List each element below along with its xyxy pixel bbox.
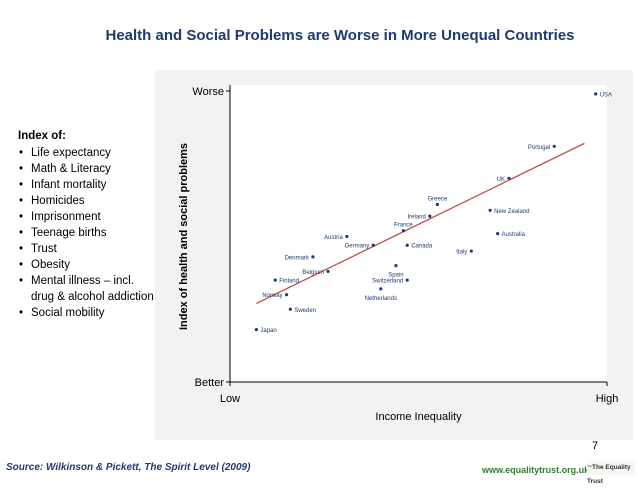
x-tick-label: Low: [220, 393, 240, 405]
index-item: Homicides: [18, 193, 158, 209]
point-label: New Zealand: [494, 209, 529, 215]
data-point-denmark: [311, 255, 315, 259]
chart-panel: Worse Better Low High Income Inequality Index…: [155, 70, 633, 440]
index-items: Life expectancy Math & Literacy Infant m…: [18, 145, 158, 321]
data-point-switzerland: [405, 278, 409, 282]
data-point-finland: [273, 278, 277, 282]
point-label: Belgium: [302, 270, 324, 276]
data-point-greece: [435, 202, 439, 207]
equality-trust-logo: ™The Equality Trust: [587, 461, 635, 485]
index-heading: Index of:: [18, 130, 66, 142]
index-item: Life expectancy: [18, 145, 158, 161]
data-point-canada: [405, 243, 409, 247]
index-item: Infant mortality: [18, 177, 158, 193]
index-item: Teenage births: [18, 225, 158, 241]
data-point-norway: [284, 293, 289, 297]
plot-area: [230, 85, 607, 382]
point-label: Germany: [345, 244, 370, 250]
index-item: Social mobility: [18, 305, 158, 321]
point-label: Netherlands: [365, 296, 397, 302]
point-label: Greece: [428, 196, 448, 202]
point-label: Ireland: [407, 215, 425, 221]
data-point-japan: [254, 328, 258, 332]
index-item: Imprisonment: [18, 209, 158, 225]
data-point-portugal: [552, 144, 556, 148]
trend-line: [256, 142, 585, 305]
data-point-france: [401, 229, 406, 233]
point-label: Italy: [456, 250, 467, 256]
scatter-chart: Worse Better Low High Income Inequality Index…: [178, 85, 619, 423]
index-item: Mental illness – incl. drug & alcohol ad…: [18, 273, 158, 305]
point-label: Finland: [279, 279, 299, 285]
data-point-belgium: [326, 269, 330, 274]
data-point-austria: [345, 234, 349, 239]
point-label: Canada: [411, 244, 433, 250]
point-label: Austria: [324, 235, 343, 241]
point-label: USA: [600, 92, 612, 98]
data-point-uk: [507, 176, 511, 180]
slide-title: Health and Social Problems are Worse in …: [105, 27, 575, 44]
index-list-panel: Index of: Life expectancy Math & Literac…: [18, 128, 158, 321]
slide-number: 7: [592, 440, 599, 452]
data-point-ireland: [428, 214, 432, 218]
data-point-usa: [594, 92, 598, 96]
data-point-netherlands: [379, 287, 383, 291]
point-label: Spain: [388, 273, 403, 279]
point-label: Denmark: [285, 255, 310, 261]
data-point-new-zealand: [488, 208, 492, 212]
x-tick-label: High: [596, 393, 619, 405]
data-point-sweden: [288, 307, 292, 311]
y-tick-label: Worse: [192, 86, 224, 98]
point-label: UK: [497, 177, 505, 183]
data-point-australia: [496, 231, 500, 236]
point-label: Norway: [262, 293, 282, 299]
x-axis-title: Income Inequality: [375, 411, 462, 423]
data-point-spain: [394, 264, 398, 268]
data-point-italy: [469, 249, 473, 253]
index-item: Trust: [18, 241, 158, 257]
logo-mark: ™: [587, 465, 592, 471]
y-tick-label: Better: [195, 377, 225, 389]
logo-text: The Equality Trust: [587, 464, 631, 485]
source-note: Source: Wilkinson & Pickett, The Spirit …: [6, 462, 251, 473]
website-link[interactable]: www.equalitytrust.org.uk: [482, 465, 590, 475]
point-label: France: [394, 223, 413, 229]
point-label: Sweden: [294, 308, 316, 314]
point-label: Switzerland: [372, 279, 403, 285]
point-label: Portugal: [528, 145, 550, 151]
y-axis-title: Index of health and social problems: [178, 143, 190, 330]
data-point-germany: [371, 243, 375, 247]
point-label: Japan: [260, 328, 276, 334]
point-label: Australia: [502, 232, 526, 238]
index-item: Math & Literacy: [18, 161, 158, 177]
index-item: Obesity: [18, 257, 158, 273]
